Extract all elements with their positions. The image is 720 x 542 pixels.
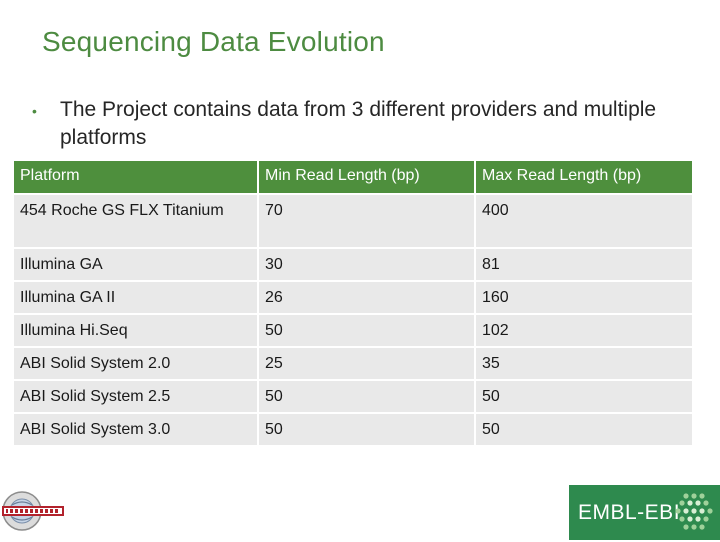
cell-platform: 454 Roche GS FLX Titanium xyxy=(14,195,259,249)
cell-platform: ABI Solid System 2.0 xyxy=(14,348,259,381)
cell-max: 160 xyxy=(476,282,692,315)
table-row: ABI Solid System 2.5 50 50 xyxy=(14,381,692,414)
table-header-row: Platform Min Read Length (bp) Max Read L… xyxy=(14,161,692,195)
cell-min: 50 xyxy=(259,381,476,414)
1000-genomes-logo-icon xyxy=(0,485,66,537)
cell-min: 25 xyxy=(259,348,476,381)
slide-title: Sequencing Data Evolution xyxy=(42,26,385,57)
table-row: ABI Solid System 2.0 25 35 xyxy=(14,348,692,381)
cell-platform: ABI Solid System 2.5 xyxy=(14,381,259,414)
bullet-list: • The Project contains data from 3 diffe… xyxy=(32,96,692,152)
table-row: Illumina Hi.Seq 50 102 xyxy=(14,315,692,348)
table-row: Illumina GA 30 81 xyxy=(14,249,692,282)
table-row: 454 Roche GS FLX Titanium 70 400 xyxy=(14,195,692,249)
cell-min: 70 xyxy=(259,195,476,249)
header-max-read-length: Max Read Length (bp) xyxy=(476,161,692,195)
cell-max: 102 xyxy=(476,315,692,348)
header-min-read-length: Min Read Length (bp) xyxy=(259,161,476,195)
cell-max: 81 xyxy=(476,249,692,282)
cell-platform: Illumina GA II xyxy=(14,282,259,315)
cell-min: 50 xyxy=(259,315,476,348)
platform-table: Platform Min Read Length (bp) Max Read L… xyxy=(14,161,692,447)
cell-platform: Illumina GA xyxy=(14,249,259,282)
cell-platform: ABI Solid System 3.0 xyxy=(14,414,259,447)
cell-min: 30 xyxy=(259,249,476,282)
cell-max: 50 xyxy=(476,414,692,447)
cell-max: 50 xyxy=(476,381,692,414)
cell-platform: Illumina Hi.Seq xyxy=(14,315,259,348)
table-row: ABI Solid System 3.0 50 50 xyxy=(14,414,692,447)
cell-max: 400 xyxy=(476,195,692,249)
bullet-icon: • xyxy=(32,103,37,119)
cell-min: 50 xyxy=(259,414,476,447)
cell-min: 26 xyxy=(259,282,476,315)
header-platform: Platform xyxy=(14,161,259,195)
cell-max: 35 xyxy=(476,348,692,381)
embl-ebi-logo-text: EMBL-EBI xyxy=(578,500,681,524)
bullet-item: • The Project contains data from 3 diffe… xyxy=(32,96,692,152)
embl-ebi-logo: EMBL-EBI xyxy=(569,485,720,540)
embl-ebi-hex-icon xyxy=(675,493,713,530)
table-row: Illumina GA II 26 160 xyxy=(14,282,692,315)
bullet-text: The Project contains data from 3 differe… xyxy=(60,98,657,149)
